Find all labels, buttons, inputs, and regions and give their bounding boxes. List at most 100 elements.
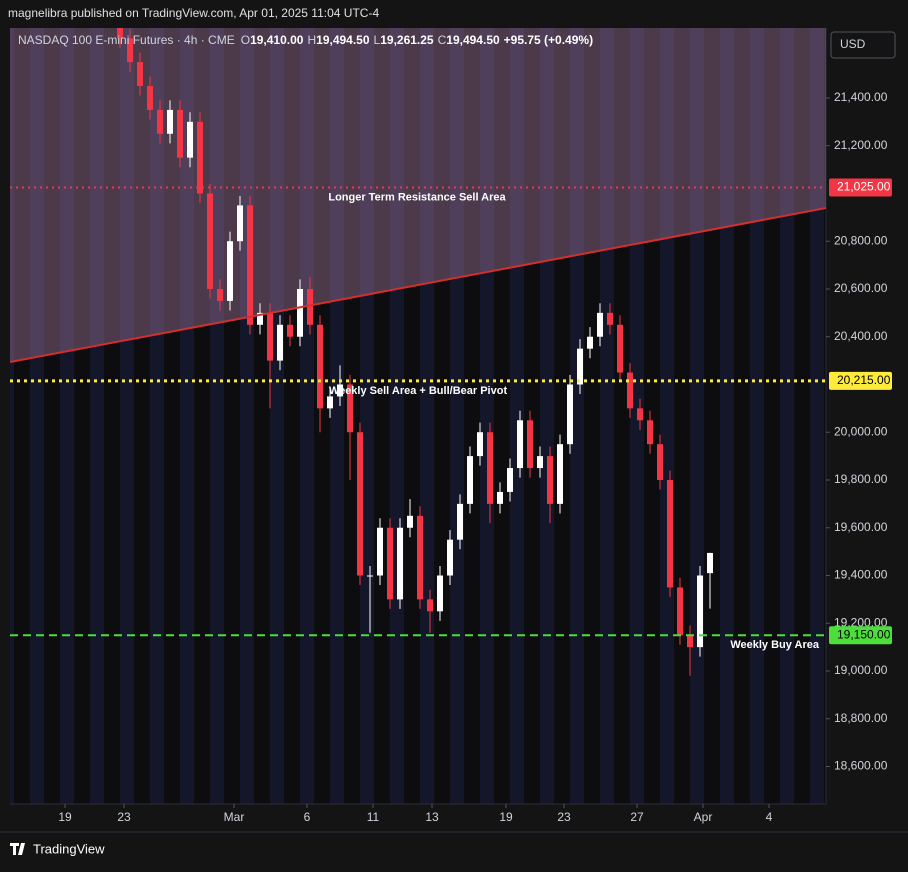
candle-body bbox=[657, 444, 663, 480]
publisher: magnelibra published on TradingView.com,… bbox=[8, 6, 379, 20]
candle-body bbox=[697, 575, 703, 648]
brand: TradingView bbox=[33, 841, 105, 856]
x-tick-label: 19 bbox=[499, 810, 513, 824]
candle-body bbox=[227, 241, 233, 301]
candle-body bbox=[187, 121, 193, 158]
candle-body bbox=[627, 372, 633, 409]
y-tick-label: 20,400.00 bbox=[834, 329, 888, 343]
candle-body bbox=[387, 527, 393, 600]
currency-box[interactable] bbox=[830, 31, 896, 59]
level-annotation: Weekly Sell Area + Bull/Bear Pivot bbox=[329, 385, 508, 397]
level-price-tag bbox=[829, 371, 892, 390]
candle-body bbox=[437, 575, 443, 612]
candle-body bbox=[587, 336, 593, 349]
brand-logo bbox=[10, 843, 25, 855]
ohlc-value: 19,494.50 bbox=[446, 33, 500, 47]
candle-body bbox=[417, 515, 423, 600]
plot bbox=[10, 28, 826, 676]
y-tick-label: 20,800.00 bbox=[834, 233, 888, 247]
x-tick-label: 13 bbox=[425, 810, 439, 824]
symbol: NASDAQ 100 E-mini Futures · 4h · CME bbox=[18, 33, 235, 47]
candle-body bbox=[277, 324, 283, 361]
candle-body bbox=[647, 420, 653, 445]
candle-body bbox=[707, 552, 713, 574]
candle-body bbox=[167, 109, 173, 134]
trendline bbox=[10, 207, 826, 364]
level-price-label: 21,025.00 bbox=[837, 180, 891, 194]
y-tick-label: 19,800.00 bbox=[834, 472, 888, 486]
candle-body bbox=[677, 587, 683, 636]
candle-body bbox=[457, 503, 463, 540]
candle-body bbox=[367, 575, 373, 577]
candle-body bbox=[117, 28, 123, 39]
y-tick-label: 19,400.00 bbox=[834, 568, 888, 582]
candle-body bbox=[427, 599, 433, 612]
currency: USD bbox=[840, 37, 866, 51]
candle-body bbox=[207, 193, 213, 289]
candle-body bbox=[557, 444, 563, 504]
y-tick-label: 18,600.00 bbox=[834, 759, 888, 773]
level-price-label: 20,215.00 bbox=[837, 373, 891, 387]
candle-body bbox=[497, 491, 503, 504]
candle-body bbox=[317, 324, 323, 409]
candle-body bbox=[477, 432, 483, 457]
candle-body bbox=[447, 539, 453, 576]
y-tick-label: 20,600.00 bbox=[834, 281, 888, 295]
level-price-label: 19,150.00 bbox=[837, 627, 891, 641]
candle-body bbox=[147, 86, 153, 110]
x-tick-label: 11 bbox=[367, 810, 380, 824]
candle-body bbox=[687, 635, 693, 648]
candle-body bbox=[377, 527, 383, 576]
candle-body bbox=[217, 288, 223, 301]
x-tick-label: Apr bbox=[694, 810, 713, 824]
change: +95.75 (+0.49%) bbox=[504, 33, 593, 47]
candle-body bbox=[357, 432, 363, 576]
level-annotation: Longer Term Resistance Sell Area bbox=[328, 191, 506, 203]
candle-body bbox=[137, 62, 143, 87]
candle-body bbox=[507, 468, 513, 492]
candle-body bbox=[607, 312, 613, 325]
candle-body bbox=[517, 420, 523, 469]
x-tick-label: 4 bbox=[766, 810, 773, 824]
candle-body bbox=[337, 384, 343, 397]
candle-body bbox=[537, 456, 543, 469]
level-price-tag bbox=[829, 178, 892, 197]
y-tick-label: 18,800.00 bbox=[834, 711, 888, 725]
candle-body bbox=[157, 109, 163, 134]
candle-body bbox=[467, 456, 473, 504]
candle-body bbox=[327, 396, 333, 409]
candle-body bbox=[247, 205, 253, 325]
candle-body bbox=[487, 432, 493, 504]
candle-body bbox=[577, 348, 583, 385]
ohlc-key: O bbox=[241, 33, 250, 47]
candle-body bbox=[267, 312, 273, 361]
resistance-zone bbox=[10, 28, 826, 363]
candle-body bbox=[287, 324, 293, 337]
y-tick-label: 19,600.00 bbox=[834, 520, 888, 534]
ohlc-value: 19,261.25 bbox=[380, 33, 434, 47]
y-tick-label: 19,000.00 bbox=[834, 663, 888, 677]
candle-body bbox=[297, 288, 303, 337]
candle-body bbox=[597, 312, 603, 337]
candle-body bbox=[307, 288, 313, 325]
ohlc-key: C bbox=[438, 33, 447, 47]
ohlc-key: L bbox=[374, 33, 381, 47]
y-tick-label: 21,400.00 bbox=[834, 90, 888, 104]
candle-body bbox=[177, 109, 183, 158]
x-tick-label: 23 bbox=[557, 810, 571, 824]
candle-body bbox=[127, 38, 133, 63]
candle-body bbox=[547, 456, 553, 504]
candle-body bbox=[257, 312, 263, 325]
legend: NASDAQ 100 E-mini Futures · 4h · CME O 19,… bbox=[18, 33, 593, 47]
y-tick-label: 19,200.00 bbox=[834, 615, 888, 629]
x-tick-label: 6 bbox=[304, 810, 311, 824]
ohlc-value: 19,494.50 bbox=[316, 33, 370, 47]
candle-body bbox=[667, 479, 673, 588]
y-tick-label: 21,200.00 bbox=[834, 138, 888, 152]
candle-body bbox=[347, 384, 353, 433]
ohlc-key: H bbox=[307, 33, 316, 47]
candle-body bbox=[567, 384, 573, 445]
level-annotation: Weekly Buy Area bbox=[730, 639, 820, 651]
candle-body bbox=[397, 527, 403, 600]
